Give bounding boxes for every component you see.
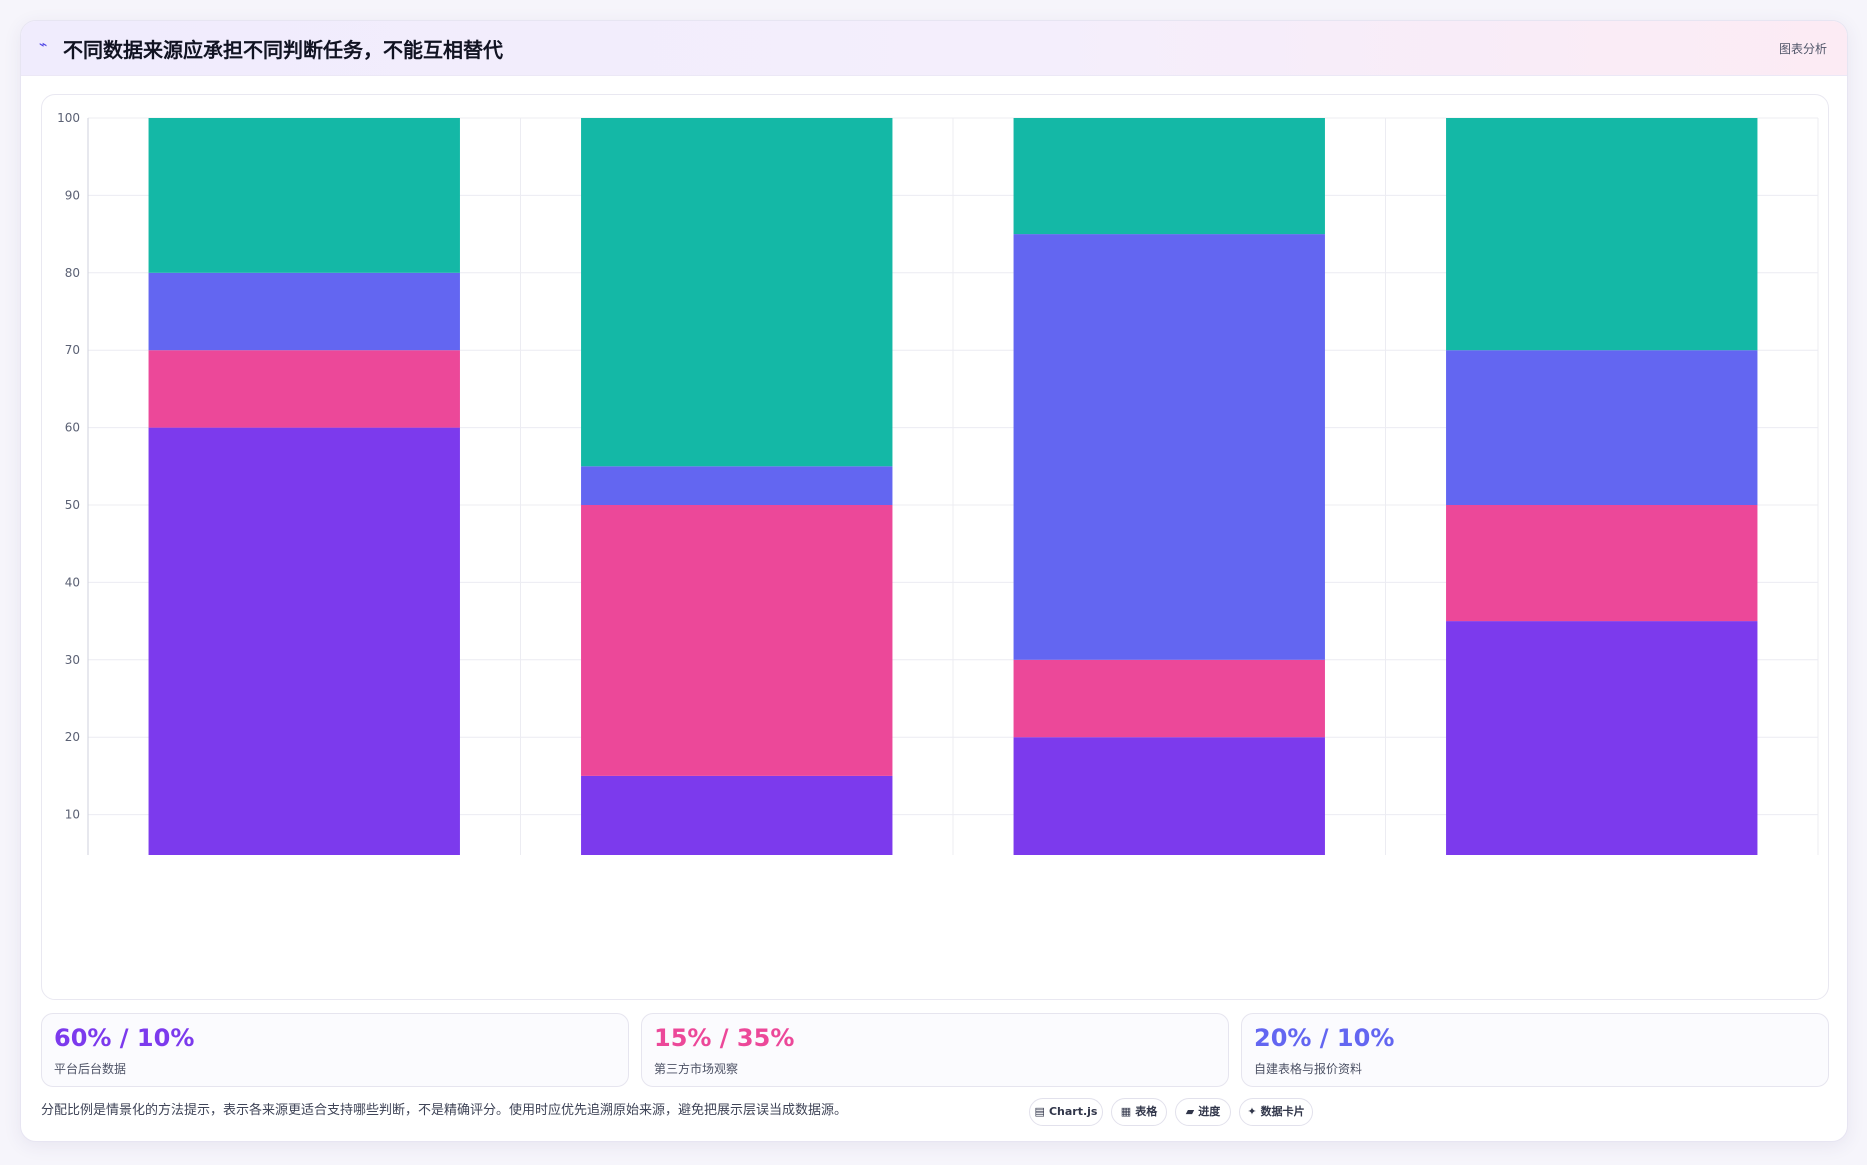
bar-segment (1446, 350, 1758, 505)
stat-row: 60% / 10% 平台后台数据 15% / 35% 第三方市场观察 20% /… (41, 1013, 1829, 1087)
chip-label: 数据卡片 (1260, 1105, 1305, 1118)
sparkle-icon: ✦ (1247, 1105, 1257, 1118)
chart-panel: 0102030405060708090100平台后台数据第三方市场观察自建表格与… (41, 94, 1829, 1000)
stat-card: 60% / 10% 平台后台数据 (41, 1013, 629, 1087)
y-tick-label: 70 (65, 343, 80, 357)
y-tick-label: 20 (65, 730, 80, 744)
bar-segment (581, 466, 893, 505)
stat-card: 15% / 35% 第三方市场观察 (641, 1013, 1229, 1087)
bar-segment (1013, 118, 1325, 235)
bar-segment (581, 775, 893, 855)
trend-icon: ⌁ (39, 37, 48, 53)
chip-label: 进度 (1198, 1105, 1221, 1118)
chip-progress[interactable]: ▰ 进度 (1175, 1098, 1231, 1126)
stat-value: 60% / 10% (54, 1024, 195, 1052)
header-tag: 图表分析 (1778, 42, 1827, 56)
stat-label: 自建表格与报价资料 (1254, 1062, 1363, 1076)
bar-segment (581, 118, 893, 467)
y-tick-label: 90 (65, 188, 80, 202)
table-icon: ▦ (1120, 1105, 1132, 1118)
chip-data-card[interactable]: ✦ 数据卡片 (1239, 1098, 1313, 1126)
bar-segment (1013, 234, 1325, 660)
y-tick-label: 100 (57, 111, 80, 125)
stat-label: 第三方市场观察 (654, 1062, 739, 1076)
stat-label: 平台后台数据 (54, 1062, 127, 1076)
chart-card: ⌁ 不同数据来源应承担不同判断任务，不能互相替代 图表分析 0102030405… (20, 20, 1848, 1142)
bar-segment (148, 427, 460, 855)
chip-label: 表格 (1135, 1105, 1158, 1118)
stat-value: 15% / 35% (654, 1024, 795, 1052)
chip-chartjs[interactable]: ▤ Chart.js (1029, 1098, 1103, 1126)
bar-segment (148, 118, 460, 273)
bar-segment (1446, 621, 1758, 855)
y-tick-label: 50 (65, 498, 80, 512)
bar-segment (148, 272, 460, 351)
page-title: 不同数据来源应承担不同判断任务，不能互相替代 (63, 38, 503, 62)
card-header: ⌁ 不同数据来源应承担不同判断任务，不能互相替代 图表分析 (21, 21, 1847, 76)
bar-segment (148, 350, 460, 428)
y-tick-label: 80 (65, 266, 80, 280)
stacked-bar-chart: 0102030405060708090100平台后台数据第三方市场观察自建表格与… (57, 111, 1819, 855)
y-tick-label: 60 (65, 421, 80, 435)
chip-table[interactable]: ▦ 表格 (1111, 1098, 1167, 1126)
bar-segment (1446, 505, 1758, 622)
bar-segment (1013, 659, 1325, 738)
footer-note: 分配比例是情景化的方法提示，表示各来源更适合支持哪些判断，不是精确评分。使用时应… (41, 1103, 848, 1118)
chart-icon: ▤ (1034, 1105, 1045, 1118)
bar-segment (1013, 737, 1325, 855)
chip-label: Chart.js (1048, 1105, 1098, 1118)
stat-value: 20% / 10% (1254, 1024, 1395, 1052)
bar-segment (581, 505, 893, 776)
bar-segment (1446, 118, 1758, 351)
progress-icon: ▰ (1185, 1105, 1195, 1118)
y-tick-label: 30 (65, 653, 80, 667)
y-tick-label: 40 (65, 575, 80, 589)
stat-card: 20% / 10% 自建表格与报价资料 (1241, 1013, 1829, 1087)
y-tick-label: 10 (65, 808, 80, 822)
